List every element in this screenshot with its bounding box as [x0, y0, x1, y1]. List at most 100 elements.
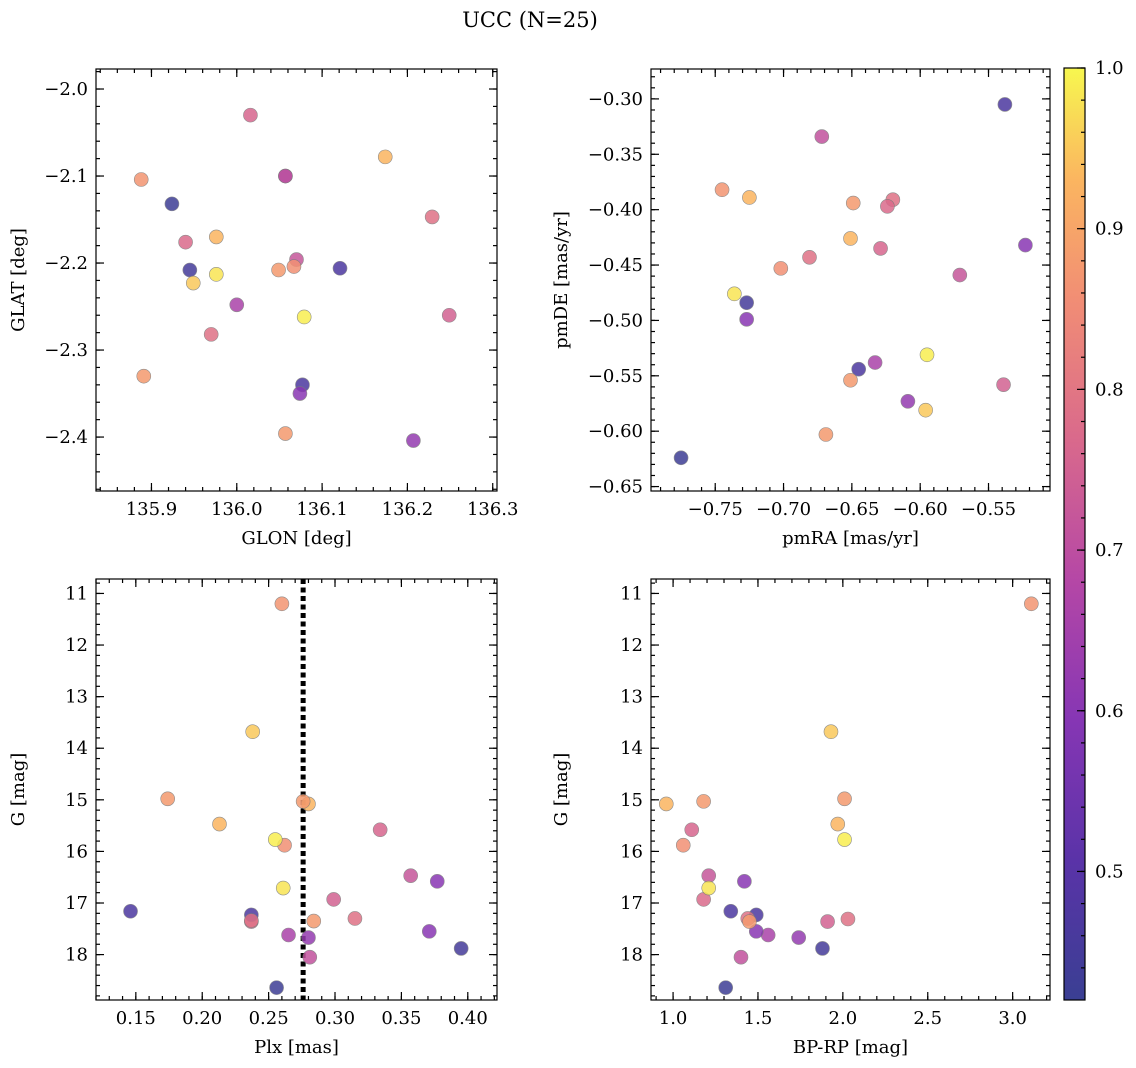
y-tick-label: −2.0	[44, 79, 88, 100]
y-axis-label: G [mag]	[551, 753, 572, 826]
scatter-point	[292, 386, 308, 401]
x-tick-label: −0.65	[824, 499, 879, 520]
panel-sky: 135.9 136.0 136.1 136.2 136.3 −2.4 −2.3 −2.2 −2.…	[8, 68, 519, 549]
colorbar-gradient	[1063, 67, 1086, 1001]
y-tick-label: 18	[65, 945, 88, 966]
scatter-point	[267, 832, 283, 847]
y-axis-label: GLAT [deg]	[8, 228, 29, 332]
colorbar-tick-label: 0.9	[1095, 219, 1124, 240]
scatter-point	[718, 980, 734, 995]
scatter-point	[952, 267, 968, 283]
x-tick-label: 3.0	[998, 1008, 1027, 1029]
scatter-point	[274, 596, 290, 612]
x-axis-label: GLON [deg]	[241, 528, 351, 549]
figure-title: UCC (N=25)	[462, 8, 598, 32]
scatter-point	[701, 868, 717, 883]
y-tick-label: 13	[620, 687, 643, 708]
scatter-point	[123, 903, 138, 919]
scatter-point	[843, 372, 858, 388]
scatter-point	[133, 172, 149, 187]
scatter-point	[271, 262, 286, 278]
scatter-point	[372, 822, 388, 838]
y-tick-label: 16	[65, 841, 88, 862]
scatter-point	[900, 393, 916, 409]
x-axis-label: Plx [mas]	[254, 1037, 339, 1058]
y-tick-label: 12	[620, 635, 643, 656]
scatter-point	[845, 195, 861, 211]
scatter-point	[714, 182, 730, 198]
scatter-point	[441, 307, 457, 323]
axes-frame	[95, 578, 498, 1001]
scatter-point	[302, 949, 318, 965]
scatter-point	[823, 724, 839, 740]
scatter-point	[919, 347, 935, 363]
scatter-point	[673, 450, 689, 466]
colorbar-tick-label: 0.7	[1095, 540, 1124, 561]
x-tick-label: 0.25	[249, 1008, 289, 1029]
scatter-point	[840, 911, 856, 927]
scatter-point	[275, 880, 291, 896]
scatter-point	[918, 402, 933, 418]
scatter-point	[742, 190, 757, 205]
scatter-point	[278, 168, 293, 184]
y-tick-label: 17	[65, 893, 88, 914]
scatter-point	[843, 231, 858, 246]
scatter-point	[675, 837, 691, 853]
scatter-point	[243, 107, 258, 123]
scatter-point	[209, 229, 224, 245]
scatter-point	[880, 199, 895, 214]
scatter-point	[733, 949, 749, 965]
y-tick-label: 13	[65, 687, 88, 708]
scatter-point	[429, 874, 445, 889]
scatter-point	[814, 129, 830, 144]
axes-frame	[650, 68, 1051, 492]
x-tick-label: 2.5	[913, 1008, 942, 1029]
scatter-point	[996, 377, 1011, 392]
scatter-point	[727, 286, 742, 302]
y-tick-label: 16	[620, 841, 643, 862]
scatter-point	[1024, 596, 1039, 612]
x-tick-label: 1.0	[659, 1008, 688, 1029]
x-tick-label: 0.15	[116, 1008, 156, 1029]
scatter-point	[212, 816, 227, 832]
panel-color-magnitude: 1.0 1.5 2.0 2.5 3.0 11 12 13 14 15 16 17 18 BP-RP [ma…	[551, 578, 1051, 1058]
scatter-point	[818, 427, 834, 442]
scatter-point	[658, 796, 674, 812]
axes-frame	[95, 68, 498, 492]
y-axis-label: G [mag]	[8, 753, 29, 826]
y-tick-label: 17	[620, 893, 643, 914]
axes-frame	[650, 578, 1051, 1001]
x-tick-label: 136.3	[467, 499, 519, 520]
scatter-point	[178, 234, 193, 250]
scatter-point	[820, 914, 835, 929]
scatter-point	[347, 911, 363, 926]
scatter-point	[453, 941, 469, 956]
x-tick-label: 136.1	[296, 499, 348, 520]
colorbar-tick-label: 0.5	[1095, 861, 1124, 882]
scatter-point	[867, 355, 883, 370]
scatter-point	[424, 209, 440, 225]
scatter-point	[377, 149, 393, 165]
scatter-point	[301, 930, 316, 945]
scatter-point	[295, 794, 311, 809]
x-tick-label: 1.5	[744, 1008, 773, 1029]
scatter-point	[136, 368, 152, 384]
x-tick-label: 136.0	[211, 499, 263, 520]
scatter-point	[742, 914, 757, 929]
scatter-point	[332, 260, 348, 276]
scatter-point	[164, 196, 180, 212]
scatter-point	[203, 327, 219, 342]
x-tick-label: −0.75	[688, 499, 743, 520]
scatter-point	[851, 361, 866, 377]
colorbar: 0.5 0.6 0.7 0.8 0.9 1.0	[1063, 58, 1124, 1001]
colorbar-tick-label: 0.8	[1095, 379, 1124, 400]
y-tick-label: −0.35	[588, 144, 643, 165]
x-tick-label: 0.30	[315, 1008, 355, 1029]
x-tick-label: 135.9	[126, 499, 178, 520]
y-tick-label: −2.1	[44, 166, 88, 187]
y-tick-label: 11	[620, 583, 643, 604]
scatter-point	[244, 913, 259, 928]
y-tick-label: −0.40	[588, 200, 643, 221]
x-tick-label: −0.60	[893, 499, 948, 520]
colorbar-tick-label: 0.6	[1095, 701, 1124, 722]
